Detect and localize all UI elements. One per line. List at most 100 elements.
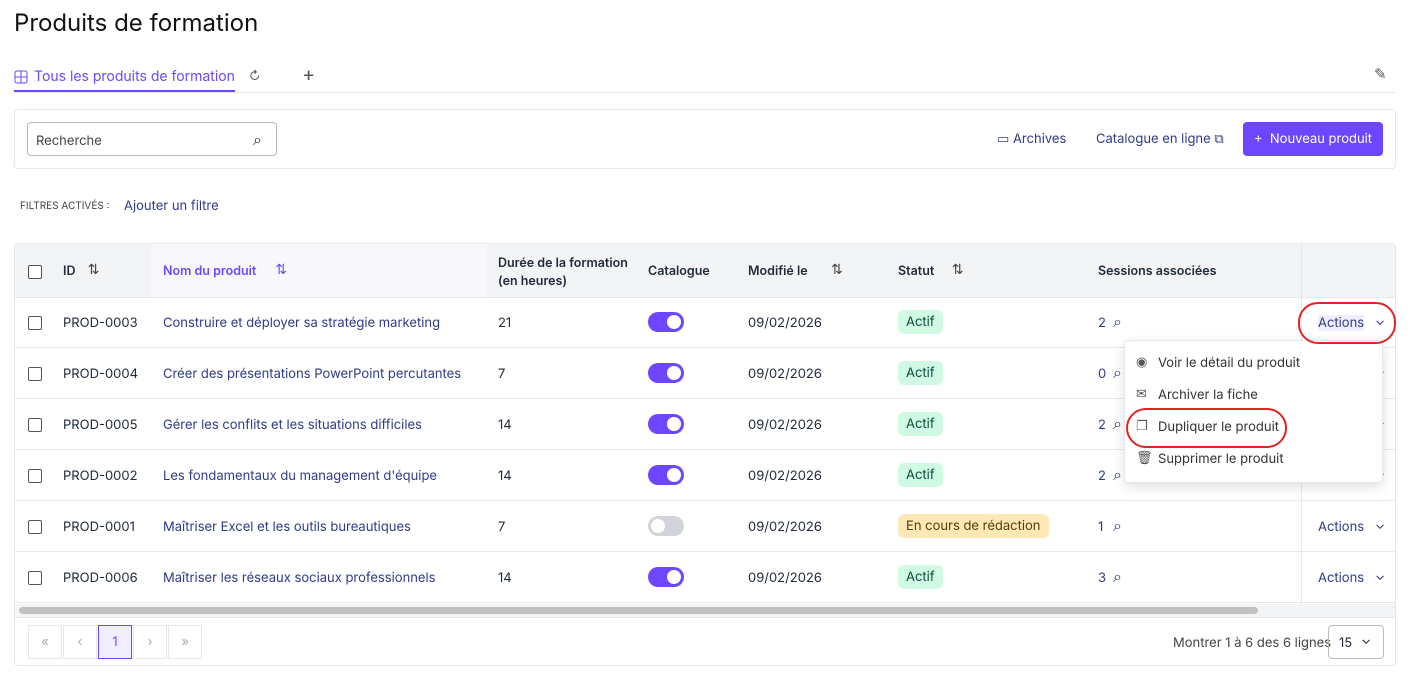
row-border [15, 398, 1395, 399]
add-filter[interactable]: Ajouter un filtre [124, 198, 219, 214]
duration: 7 [498, 519, 506, 535]
search-icon[interactable]: ⌕ [1113, 413, 1122, 433]
toggle-knob [667, 315, 681, 329]
duration: 14 [498, 570, 512, 586]
search-icon[interactable]: ⌕ [1113, 311, 1122, 331]
catalogue-toggle[interactable] [648, 312, 684, 332]
search-input[interactable]: Recherche [27, 122, 277, 156]
product-id: PROD-0002 [63, 468, 138, 484]
sessions-link[interactable]: 2 [1098, 315, 1106, 331]
refresh-icon[interactable]: ↻ [249, 68, 261, 83]
sessions-link[interactable]: 2 [1098, 417, 1106, 433]
checkbox[interactable] [28, 265, 42, 279]
search-icon: ⌕ [253, 129, 262, 149]
modified-date: 09/02/2026 [748, 417, 822, 433]
duration: 14 [498, 417, 512, 433]
actions-button[interactable]: Actions [1318, 315, 1365, 331]
actions-header [1302, 244, 1395, 298]
sorted-column-bg [151, 244, 487, 297]
sort-icon[interactable]: ⇅ [275, 261, 287, 278]
archives-button[interactable]: ▭ Archives [997, 131, 1067, 147]
actions-button[interactable]: Actions [1318, 570, 1365, 586]
toggle-knob [667, 417, 681, 431]
catalogue-button[interactable]: Catalogue en ligne ⧉ [1096, 131, 1224, 147]
search-icon[interactable]: ⌕ [1113, 362, 1122, 382]
highlight-circle [1298, 302, 1396, 344]
product-id: PROD-0001 [63, 519, 135, 535]
tab-icon [14, 70, 28, 84]
toggle-knob [667, 366, 681, 380]
divider [14, 92, 1396, 93]
column-header: Nom du produit [163, 264, 257, 279]
catalogue-toggle[interactable] [648, 567, 684, 587]
product-name[interactable]: Maîtriser Excel et les outils bureautiqu… [163, 519, 411, 535]
tab[interactable]: Tous les produits de formation [14, 68, 235, 92]
sort-icon[interactable]: ⇅ [87, 261, 100, 278]
chevron: ⌄ [1375, 568, 1386, 584]
row-border [15, 449, 1395, 450]
search-icon[interactable]: ⌕ [1113, 566, 1122, 586]
sessions-link[interactable]: 1 [1098, 519, 1104, 535]
checkbox[interactable] [28, 367, 42, 381]
page-nav[interactable]: › [133, 625, 167, 659]
checkbox[interactable] [28, 418, 42, 432]
status-badge: Actif [898, 412, 943, 436]
status-badge: Actif [898, 565, 943, 589]
edit-icon[interactable]: ✎ [1374, 64, 1387, 83]
product-name[interactable]: Maîtriser les réseaux sociaux profession… [163, 570, 436, 586]
status-badge: Actif [898, 361, 943, 385]
product-name[interactable]: Gérer les conflits et les situations dif… [163, 417, 422, 433]
catalogue-toggle[interactable] [648, 516, 684, 536]
checkbox[interactable] [28, 469, 42, 483]
modified-date: 09/02/2026 [748, 468, 822, 484]
menu-item[interactable]: Dupliquer le produit [1158, 419, 1279, 435]
checkbox[interactable] [28, 571, 42, 585]
menu-icon: 🗑 [1136, 450, 1153, 466]
search-icon[interactable]: ⌕ [1113, 464, 1122, 484]
label: Nouveau produit [1269, 131, 1373, 147]
catalogue-toggle[interactable] [648, 363, 684, 383]
product-name[interactable]: Créer des présentations PowerPoint percu… [163, 366, 462, 382]
checkbox[interactable] [28, 520, 42, 534]
catalogue-toggle[interactable] [648, 414, 684, 434]
toggle-knob [667, 570, 681, 584]
sessions-link[interactable]: 3 [1098, 570, 1107, 586]
page-size-select[interactable]: 15 [1328, 625, 1384, 659]
chevron: ⌄ [1361, 632, 1372, 648]
sessions-link[interactable]: 2 [1098, 468, 1106, 484]
menu-item[interactable]: Archiver la fiche [1158, 387, 1258, 403]
catalogue-toggle[interactable] [648, 465, 684, 485]
page-nav[interactable]: « [28, 625, 62, 659]
status-badge: En cours de rédaction [898, 514, 1049, 538]
column-header: ID [63, 264, 76, 279]
sort-icon[interactable]: ⇅ [951, 261, 964, 278]
page-nav[interactable]: ‹ [63, 625, 97, 659]
sessions-link[interactable]: 0 [1098, 366, 1107, 382]
new-product-button[interactable]: + Nouveau produit [1243, 122, 1383, 156]
checkbox[interactable] [28, 316, 42, 330]
menu-item[interactable]: Supprimer le produit [1158, 451, 1284, 467]
search-icon[interactable]: ⌕ [1113, 515, 1122, 535]
menu-item[interactable]: Voir le détail du produit [1158, 355, 1301, 371]
modified-date: 09/02/2026 [748, 570, 822, 586]
add-tab[interactable]: + [302, 62, 316, 86]
row-border [15, 347, 1395, 348]
row-border [15, 551, 1395, 552]
page-nav[interactable]: » [168, 625, 202, 659]
actions-button[interactable]: Actions [1318, 519, 1365, 535]
duration: 14 [498, 468, 512, 484]
scrollbar-thumb [19, 607, 1258, 614]
column-header: Statut [898, 264, 935, 279]
status-badge: Actif [898, 310, 943, 334]
product-id: PROD-0003 [63, 315, 138, 331]
filters-label: FILTRES ACTIVÉS : [20, 200, 110, 212]
toggle-knob [651, 519, 665, 533]
modified-date: 09/02/2026 [748, 366, 822, 382]
product-id: PROD-0004 [63, 366, 138, 382]
page-number[interactable]: 1 [98, 625, 132, 659]
product-name[interactable]: Construire et déployer sa stratégie mark… [163, 315, 441, 331]
sort-icon[interactable]: ⇅ [831, 261, 843, 278]
product-name[interactable]: Les fondamentaux du management d'équipe [163, 468, 437, 484]
duration: 21 [498, 315, 512, 331]
